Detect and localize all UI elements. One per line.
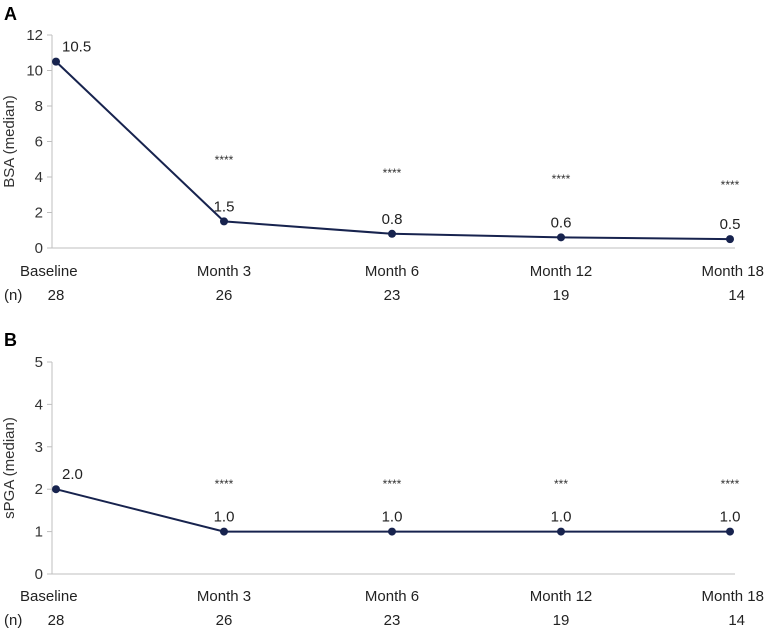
panel-a-x-category-label: Month 3 [197,263,251,280]
panel-a-data-point [726,235,734,244]
panel-b-data-label: 1.0 [551,509,572,526]
panel-a-data-point [557,233,565,242]
panel-b-data-label: 2.0 [62,466,83,483]
panel-a-n-value: 19 [553,287,570,304]
panel-b-x-category-label: Month 18 [701,588,764,605]
panel-a-y-axis-label: BSA (median) [1,95,18,188]
panel-a-data-label: 0.6 [551,214,572,231]
panel-a-x-category-label: Month 18 [701,263,764,280]
panel-a-significance-marker: **** [215,153,234,167]
panel-b-y-tick-label: 1 [35,524,43,541]
panel-a-letter: A [4,4,17,24]
panel-a-y-tick-label: 10 [26,63,43,80]
panel-b-y-tick-label: 5 [35,354,43,371]
panel-a-n-value: 14 [728,287,745,304]
panel-a-y-tick-label: 0 [35,240,43,257]
panel-a-data-point [220,217,228,226]
panel-a-data-point [388,229,396,238]
panel-b-significance-marker: **** [215,477,234,491]
panel-b-letter: B [4,330,17,350]
panel-b-data-point [388,527,396,536]
panel-b-data-point [52,485,60,494]
panel-b-y-axis-label: sPGA (median) [1,417,18,519]
panel-b-data-label: 1.0 [720,509,741,526]
panel-b-n-value: 28 [48,612,65,628]
panel-b-data-label: 1.0 [214,509,235,526]
panel-a-data-label: 10.5 [62,39,91,56]
panel-b-data-point [726,527,734,536]
panel-a-y-tick-label: 4 [35,169,43,186]
panel-a-y-tick-label: 12 [26,27,43,44]
panel-a-n-value: 28 [48,287,65,304]
panel-b-x-category-label: Baseline [20,588,78,605]
panel-b-y-tick-label: 0 [35,566,43,583]
panel-b-data-point [557,527,565,536]
panel-b-significance-marker: **** [721,477,740,491]
panel-b-x-category-label: Month 6 [365,588,419,605]
panel-a-data-label: 0.5 [720,216,741,233]
panel-a-n-value: 23 [384,287,401,304]
panel-b-x-category-label: Month 3 [197,588,251,605]
panel-b-n-value: 26 [216,612,233,628]
panel-a-n-label: (n) [4,287,22,304]
panel-b-y-tick-label: 3 [35,439,43,456]
panel-a-data-point [52,57,60,66]
panel-b-data-label: 1.0 [382,509,403,526]
panel-b-n-value: 23 [384,612,401,628]
panel-a-significance-marker: **** [383,166,402,180]
panel-b-x-category-label: Month 12 [530,588,593,605]
panel-a-significance-marker: **** [552,172,571,186]
panel-a-y-tick-label: 6 [35,134,43,151]
panel-a-y-tick-label: 2 [35,205,43,222]
panel-a-x-category-label: Baseline [20,263,78,280]
panel-a-data-label: 1.5 [214,198,235,215]
panel-a-n-value: 26 [216,287,233,304]
panel-b-n-value: 14 [728,612,745,628]
panel-a-significance-marker: **** [721,178,740,192]
panel-b-data-point [220,527,228,536]
panel-b-y-tick-label: 4 [35,396,43,413]
panel-b-n-label: (n) [4,612,22,628]
panel-a-data-label: 0.8 [382,211,403,228]
panel-b-y-tick-label: 2 [35,481,43,498]
panel-a-x-category-label: Month 6 [365,263,419,280]
panel-a-x-category-label: Month 12 [530,263,593,280]
panel-a-y-tick-label: 8 [35,98,43,115]
panel-b-n-value: 19 [553,612,570,628]
panel-b-significance-marker: **** [383,477,402,491]
panel-b-significance-marker: *** [554,477,568,491]
